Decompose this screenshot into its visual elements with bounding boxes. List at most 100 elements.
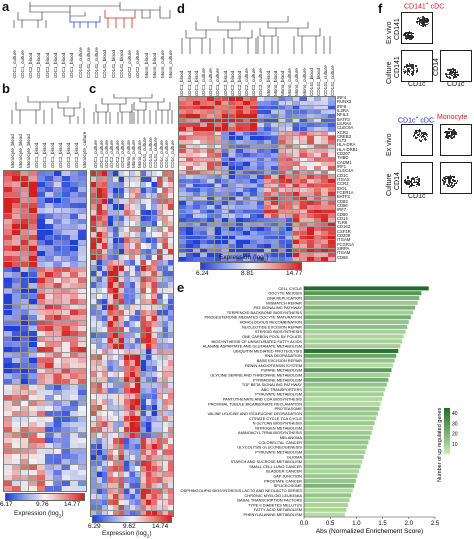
bar-10 [304, 334, 404, 339]
heatmap-cell [162, 193, 168, 199]
heatmap-cell [45, 187, 53, 192]
heatmap-cell [193, 252, 200, 257]
heatmap-cell [307, 174, 314, 179]
heatmap-cell [235, 192, 243, 197]
heatmap-cell [20, 379, 29, 385]
heatmap-cell [135, 260, 140, 266]
heatmap-cell [107, 499, 113, 505]
x-tick-label: 0.5 [326, 521, 335, 527]
heatmap-cell [179, 118, 186, 123]
heatmap-cell [140, 382, 146, 388]
heatmap-cell [146, 354, 151, 360]
heatmap-cell [292, 109, 300, 114]
heatmap-cell [228, 257, 236, 261]
heatmap-cell [91, 438, 96, 444]
heatmap-cell [4, 171, 12, 176]
heatmap-cell [96, 388, 102, 394]
heatmap-cell [28, 347, 37, 353]
heatmap-cell [96, 215, 102, 221]
heatmap-cell [113, 204, 118, 210]
heatmap-cell [146, 215, 151, 221]
flow-dot [410, 73, 413, 75]
flow-dot [444, 131, 446, 133]
panel-label-a: a [2, 0, 10, 14]
flow-dot [451, 137, 453, 139]
heatmap-cell [299, 218, 307, 223]
heatmap-cell [96, 510, 102, 516]
flow-dot [425, 132, 427, 135]
heatmap-cell [4, 320, 12, 326]
heatmap-cell [20, 251, 29, 256]
heatmap-cell [28, 309, 37, 315]
heatmap-cell [235, 209, 243, 214]
heatmap-cell [61, 235, 70, 240]
heatmap-cell [271, 153, 279, 158]
flow-dot [423, 135, 425, 138]
heatmap-cell [221, 222, 229, 227]
heatmap-cell [250, 157, 257, 162]
flow-dot [423, 18, 425, 20]
heatmap-cell [168, 349, 173, 355]
sample-label: cDC2_blood [28, 52, 34, 78]
flow-dot [426, 17, 429, 20]
heatmap-cell [157, 349, 162, 355]
heatmap-cell [140, 343, 146, 349]
heatmap-cell [193, 114, 200, 119]
heatmap-cell [118, 388, 124, 394]
heatmap-cell [193, 222, 200, 227]
heatmap-cell [78, 422, 86, 427]
heatmap-cell [12, 240, 20, 246]
heatmap-cell [45, 325, 53, 331]
heatmap-cell [78, 235, 86, 240]
flow-dot [450, 177, 453, 179]
heatmap-cell [321, 192, 328, 197]
heatmap-cell [53, 357, 62, 363]
heatmap-cell [321, 183, 328, 188]
flow-dot [447, 178, 449, 180]
heatmap-cell [157, 393, 162, 399]
heatmap-cell [299, 239, 307, 244]
heatmap-cell [91, 510, 96, 516]
heatmap-cell [12, 272, 20, 278]
heatmap-cell [228, 148, 236, 153]
heatmap-cell [12, 443, 20, 449]
heatmap-cell [135, 477, 140, 483]
heatmap-cell [151, 171, 157, 177]
heatmap-cell [96, 477, 102, 483]
heatmap-cell [20, 187, 29, 192]
heatmap-cell [107, 176, 113, 182]
heatmap-cell [37, 406, 45, 411]
heatmap-cell [168, 399, 173, 405]
heatmap-cell [214, 122, 222, 127]
heatmap-cell [200, 187, 207, 192]
flow-dot [402, 68, 405, 71]
heatmap-cell [264, 118, 271, 123]
heatmap-cell [228, 109, 236, 114]
heatmap-cell [118, 198, 124, 204]
heatmap-cell [299, 244, 307, 248]
heatmap-cell [140, 254, 146, 260]
flow-dot [450, 134, 452, 136]
heatmap-cell [91, 249, 96, 255]
heatmap-cell [292, 209, 300, 214]
heatmap-cell [168, 321, 173, 327]
flow-dot [453, 135, 456, 137]
heatmap-cell [186, 170, 193, 175]
panel-c-colorbar-max: 14.74 [152, 523, 169, 530]
heatmap-cell [200, 170, 207, 175]
flow-dot [453, 180, 455, 182]
heatmap-cell [264, 213, 271, 218]
heatmap-cell [61, 363, 70, 369]
heatmap-cell [157, 432, 162, 438]
heatmap-cell [129, 416, 135, 422]
heatmap-cell [157, 377, 162, 383]
heatmap-cell [285, 222, 293, 227]
heatmap-cell [96, 254, 102, 260]
heatmap-cell [37, 261, 45, 267]
heatmap-cell [70, 315, 78, 321]
heatmap-cell [129, 405, 135, 411]
flow-dot [450, 73, 453, 76]
heatmap-cell [135, 382, 140, 388]
heatmap-cell [37, 272, 45, 278]
heatmap-cell [118, 510, 124, 516]
